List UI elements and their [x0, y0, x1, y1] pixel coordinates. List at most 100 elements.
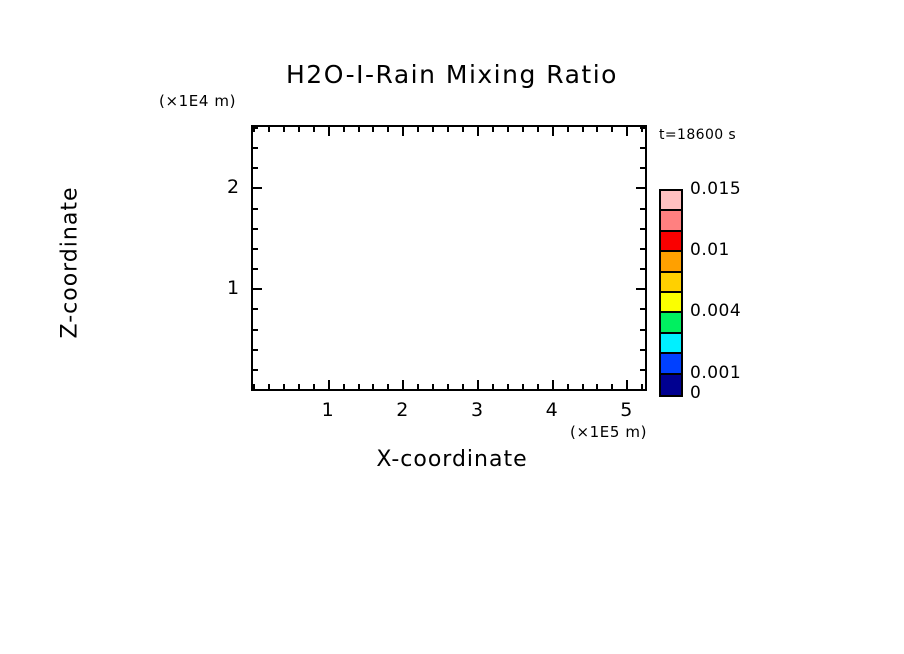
axis-tick — [636, 288, 645, 290]
axis-tick — [492, 127, 494, 132]
axis-tick — [253, 384, 255, 389]
axis-tick — [640, 369, 645, 371]
axis-tick — [253, 228, 258, 230]
axis-tick — [432, 384, 434, 389]
axis-tick — [567, 127, 569, 132]
axis-tick — [298, 384, 300, 389]
x-axis-title: X-coordinate — [376, 447, 528, 472]
axis-tick — [253, 349, 258, 351]
chart-title: H2O-I-Rain Mixing Ratio — [286, 60, 618, 89]
axis-tick — [253, 147, 258, 149]
axis-tick — [387, 127, 389, 132]
axis-tick — [640, 228, 645, 230]
colorbar-band — [661, 272, 681, 293]
axis-tick — [298, 127, 300, 132]
axis-tick — [477, 380, 479, 389]
x-tick-label: 2 — [396, 399, 409, 421]
axis-tick — [477, 127, 479, 136]
axis-tick — [313, 127, 315, 132]
colorbar-band — [661, 231, 681, 253]
axis-tick — [640, 308, 645, 310]
axis-tick — [402, 380, 404, 389]
x-tick-label: 3 — [470, 399, 484, 421]
axis-tick — [432, 127, 434, 132]
axis-tick — [552, 127, 554, 136]
axis-tick — [507, 127, 509, 132]
axis-tick — [253, 329, 258, 331]
axis-tick — [253, 389, 258, 391]
axis-tick — [283, 127, 285, 132]
colorbar-tick-label: 0 — [690, 383, 702, 403]
colorbar-tick-label: 0.001 — [690, 362, 742, 383]
axis-tick — [343, 384, 345, 389]
axis-tick — [253, 268, 258, 270]
axis-tick — [328, 380, 330, 389]
axis-tick — [522, 384, 524, 389]
axis-tick — [640, 127, 645, 129]
axis-tick — [626, 380, 628, 389]
axis-tick — [626, 127, 628, 136]
x-axis-unit-label: (×1E5 m) — [570, 423, 648, 441]
axis-tick — [582, 127, 584, 132]
axis-tick — [268, 384, 270, 389]
colorbar-tick-label: 0.004 — [690, 301, 742, 322]
colorbar-band — [661, 252, 681, 273]
axis-tick — [636, 187, 645, 189]
axis-tick — [492, 384, 494, 389]
axis-tick — [253, 248, 258, 250]
axis-tick — [640, 268, 645, 270]
axis-tick — [640, 167, 645, 169]
axis-tick — [462, 127, 464, 132]
colorbar-band — [661, 211, 681, 232]
colorbar-band — [661, 313, 681, 334]
axis-tick — [283, 384, 285, 389]
axis-tick — [641, 384, 643, 389]
timestamp-label: t=18600 s — [659, 127, 737, 143]
axis-tick — [447, 127, 449, 132]
axis-tick — [358, 127, 360, 132]
axis-tick — [268, 127, 270, 132]
axis-tick — [372, 127, 374, 132]
axis-tick — [641, 127, 643, 132]
axis-tick — [253, 127, 255, 132]
x-tick-label: 5 — [620, 399, 633, 421]
y-axis-unit-label: (×1E4 m) — [159, 92, 237, 110]
colorbar-band — [661, 292, 681, 314]
colorbar-tick-label: 0.015 — [690, 179, 742, 199]
axis-tick — [640, 248, 645, 250]
axis-tick — [417, 384, 419, 389]
axis-tick — [537, 384, 539, 389]
axis-tick — [313, 384, 315, 389]
axis-tick — [343, 127, 345, 132]
axis-tick — [552, 380, 554, 389]
axis-tick — [462, 384, 464, 389]
axis-tick — [447, 384, 449, 389]
axis-tick — [640, 349, 645, 351]
axis-tick — [640, 208, 645, 210]
axis-tick — [640, 329, 645, 331]
axis-tick — [640, 147, 645, 149]
plot-area: 1 2 3 4 5 1 2 — [227, 125, 647, 421]
axis-tick — [611, 384, 613, 389]
colorbar-tick-label: 0.01 — [690, 240, 730, 261]
axis-tick — [537, 127, 539, 132]
axis-tick — [640, 389, 645, 391]
y-tick-label: 1 — [227, 277, 240, 300]
axis-tick — [253, 187, 262, 189]
axis-tick — [611, 127, 613, 132]
axis-tick — [253, 369, 258, 371]
axis-tick — [253, 288, 262, 290]
colorbar-band — [661, 191, 681, 212]
x-tick-label: 1 — [321, 399, 334, 421]
axis-tick — [372, 384, 374, 389]
y-axis-title: Z-coordinate — [57, 186, 83, 339]
x-tick-label: 4 — [545, 399, 558, 421]
colorbar-band — [661, 374, 681, 395]
colorbar-band — [661, 333, 681, 355]
axis-tick — [253, 308, 258, 310]
axis-tick — [567, 384, 569, 389]
axis-tick — [596, 127, 598, 132]
axis-tick — [387, 384, 389, 389]
axis-tick — [417, 127, 419, 132]
